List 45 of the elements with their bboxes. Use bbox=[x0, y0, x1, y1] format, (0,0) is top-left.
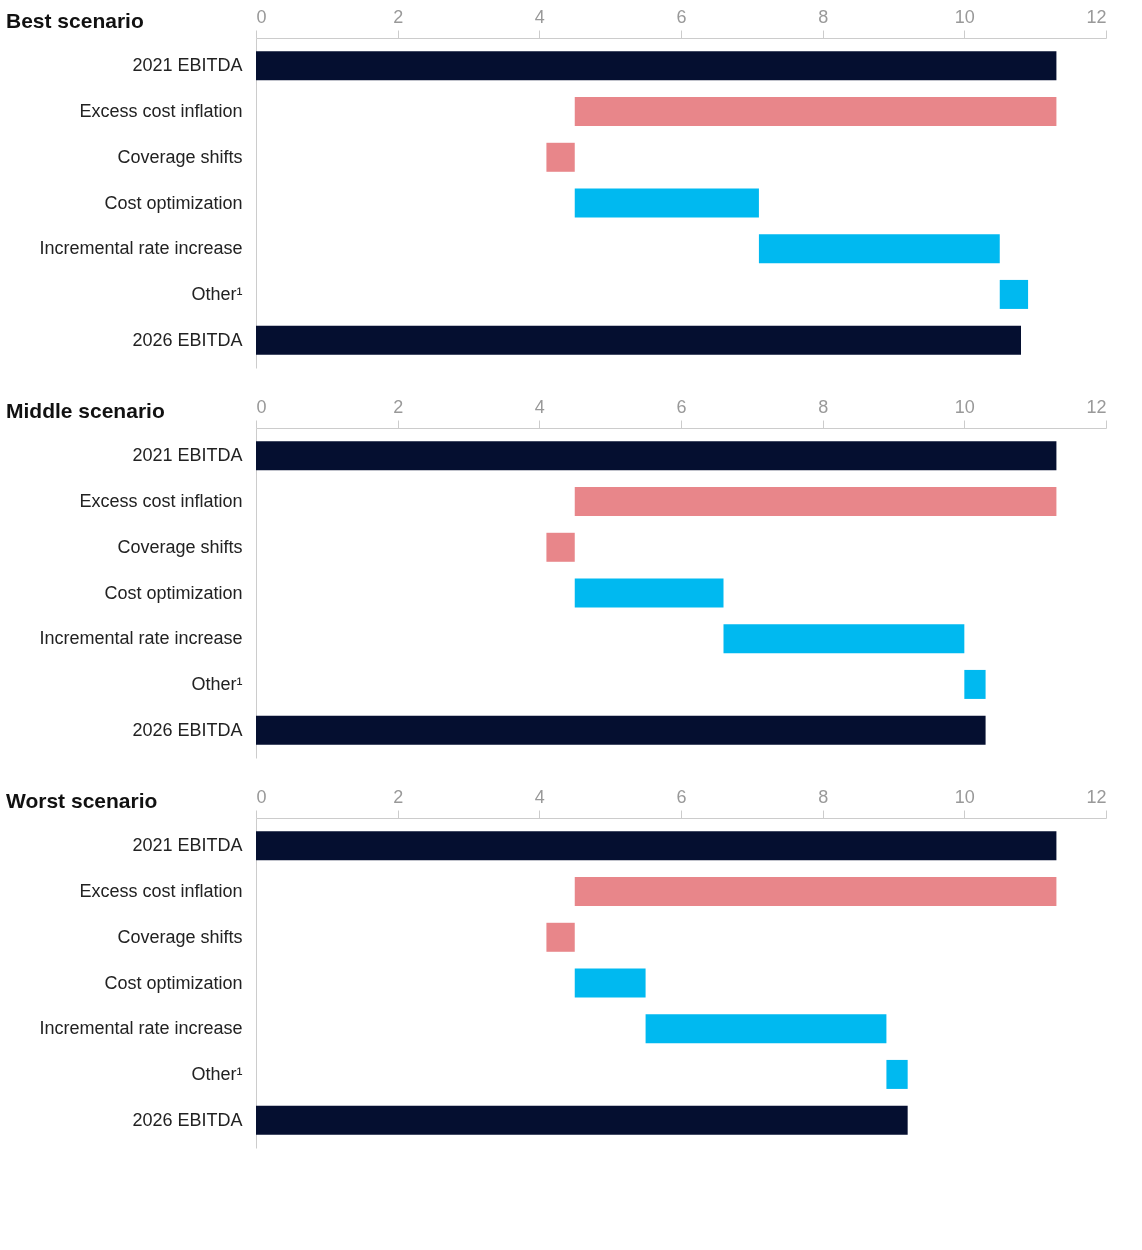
y-tick-label: Excess cost inflation bbox=[79, 491, 243, 512]
x-tick-label: 0 bbox=[256, 786, 267, 807]
x-tick-label: 2 bbox=[393, 396, 404, 417]
x-tick-label: 8 bbox=[818, 786, 829, 807]
text: Best scenario bbox=[6, 9, 144, 32]
x-tick-label: 6 bbox=[676, 396, 687, 417]
y-tick-label: 2026 EBITDA bbox=[132, 1109, 243, 1130]
x-tick-label: 12 bbox=[1086, 396, 1107, 417]
y-tick-label: Coverage shifts bbox=[117, 926, 243, 947]
x-tick-label: 4 bbox=[534, 396, 545, 417]
text: Worst scenario bbox=[6, 789, 158, 812]
y-tick-label: 2021 EBITDA bbox=[132, 835, 243, 856]
y-tick-label: Cost optimization bbox=[104, 582, 243, 603]
y-tick-label: Coverage shifts bbox=[117, 536, 243, 557]
x-tick-label: 0 bbox=[256, 6, 267, 27]
x-tick-label: 10 bbox=[954, 786, 975, 807]
x-tick-label: 6 bbox=[676, 6, 687, 27]
y-tick-label: Excess cost inflation bbox=[79, 101, 243, 122]
x-tick-label: 2 bbox=[393, 786, 404, 807]
x-tick-label: 4 bbox=[534, 6, 545, 27]
y-tick-label: Coverage shifts bbox=[117, 146, 243, 167]
y-tick-label: Cost optimization bbox=[104, 972, 243, 993]
x-tick-label: 8 bbox=[818, 6, 829, 27]
x-tick-label: 8 bbox=[818, 396, 829, 417]
y-tick-label: 2026 EBITDA bbox=[132, 329, 243, 350]
y-tick-label: Other¹ bbox=[191, 283, 243, 304]
y-tick-label: Excess cost inflation bbox=[79, 881, 243, 902]
y-tick-label: Other¹ bbox=[191, 673, 243, 694]
y-tick-label: Incremental rate increase bbox=[39, 238, 243, 259]
y-tick-label: Other¹ bbox=[191, 1063, 243, 1084]
x-tick-label: 12 bbox=[1086, 786, 1107, 807]
x-tick-label: 10 bbox=[954, 6, 975, 27]
text: Middle scenario bbox=[6, 399, 165, 422]
y-tick-label: 2026 EBITDA bbox=[132, 719, 243, 740]
y-tick-label: 2021 EBITDA bbox=[132, 55, 243, 76]
x-tick-label: 10 bbox=[954, 396, 975, 417]
x-tick-label: 4 bbox=[534, 786, 545, 807]
x-tick-label: 0 bbox=[256, 396, 267, 417]
y-tick-label: Incremental rate increase bbox=[39, 1018, 243, 1039]
y-tick-label: 2021 EBITDA bbox=[132, 445, 243, 466]
x-tick-label: 12 bbox=[1086, 6, 1107, 27]
y-tick-label: Incremental rate increase bbox=[39, 628, 243, 649]
y-tick-label: Cost optimization bbox=[104, 192, 243, 213]
x-tick-label: 6 bbox=[676, 786, 687, 807]
x-tick-label: 2 bbox=[393, 6, 404, 27]
